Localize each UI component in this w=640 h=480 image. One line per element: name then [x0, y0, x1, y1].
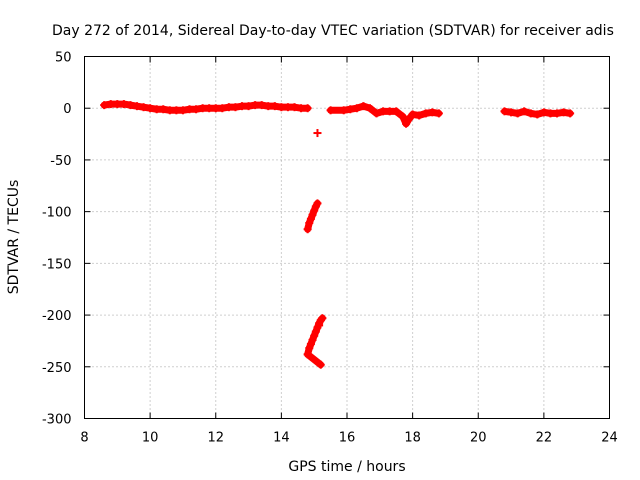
y-tick-label: -250 — [42, 361, 72, 376]
grid — [84, 56, 610, 419]
x-axis-label: GPS time / hours — [288, 459, 405, 475]
data-band-segment — [428, 108, 443, 117]
data-band-segment — [312, 199, 321, 210]
x-tick-label: 18 — [404, 431, 421, 446]
y-tick-label: -150 — [42, 257, 72, 272]
x-tick-label: 20 — [470, 431, 487, 446]
x-tick-label: 24 — [601, 431, 618, 446]
data-band-segment — [317, 314, 326, 324]
y-tick-label: -200 — [42, 309, 72, 324]
y-tick-label: -50 — [50, 154, 71, 169]
y-tick-label: 50 — [55, 51, 72, 66]
x-tick-label: 14 — [273, 431, 290, 446]
y-tick-label: 0 — [63, 102, 71, 117]
y-tick-label: -300 — [42, 413, 72, 428]
y-tick-label: -100 — [42, 206, 72, 221]
data-points — [100, 100, 575, 369]
x-tick-label: 8 — [80, 431, 88, 446]
chart-title: Day 272 of 2014, Sidereal Day-to-day VTE… — [52, 23, 614, 39]
x-tick-label: 12 — [207, 431, 224, 446]
data-band-segment — [560, 108, 574, 117]
data-point — [313, 129, 322, 138]
ticks: 8 10 12 14 16 18 20 22 24 50 0 -50 -100 -150 -200 -250 -… — [42, 51, 618, 446]
x-tick-label: 10 — [142, 431, 159, 446]
y-axis-label: SDTVAR / TECUs — [6, 180, 22, 295]
x-tick-label: 22 — [536, 431, 553, 446]
x-tick-label: 16 — [339, 431, 356, 446]
